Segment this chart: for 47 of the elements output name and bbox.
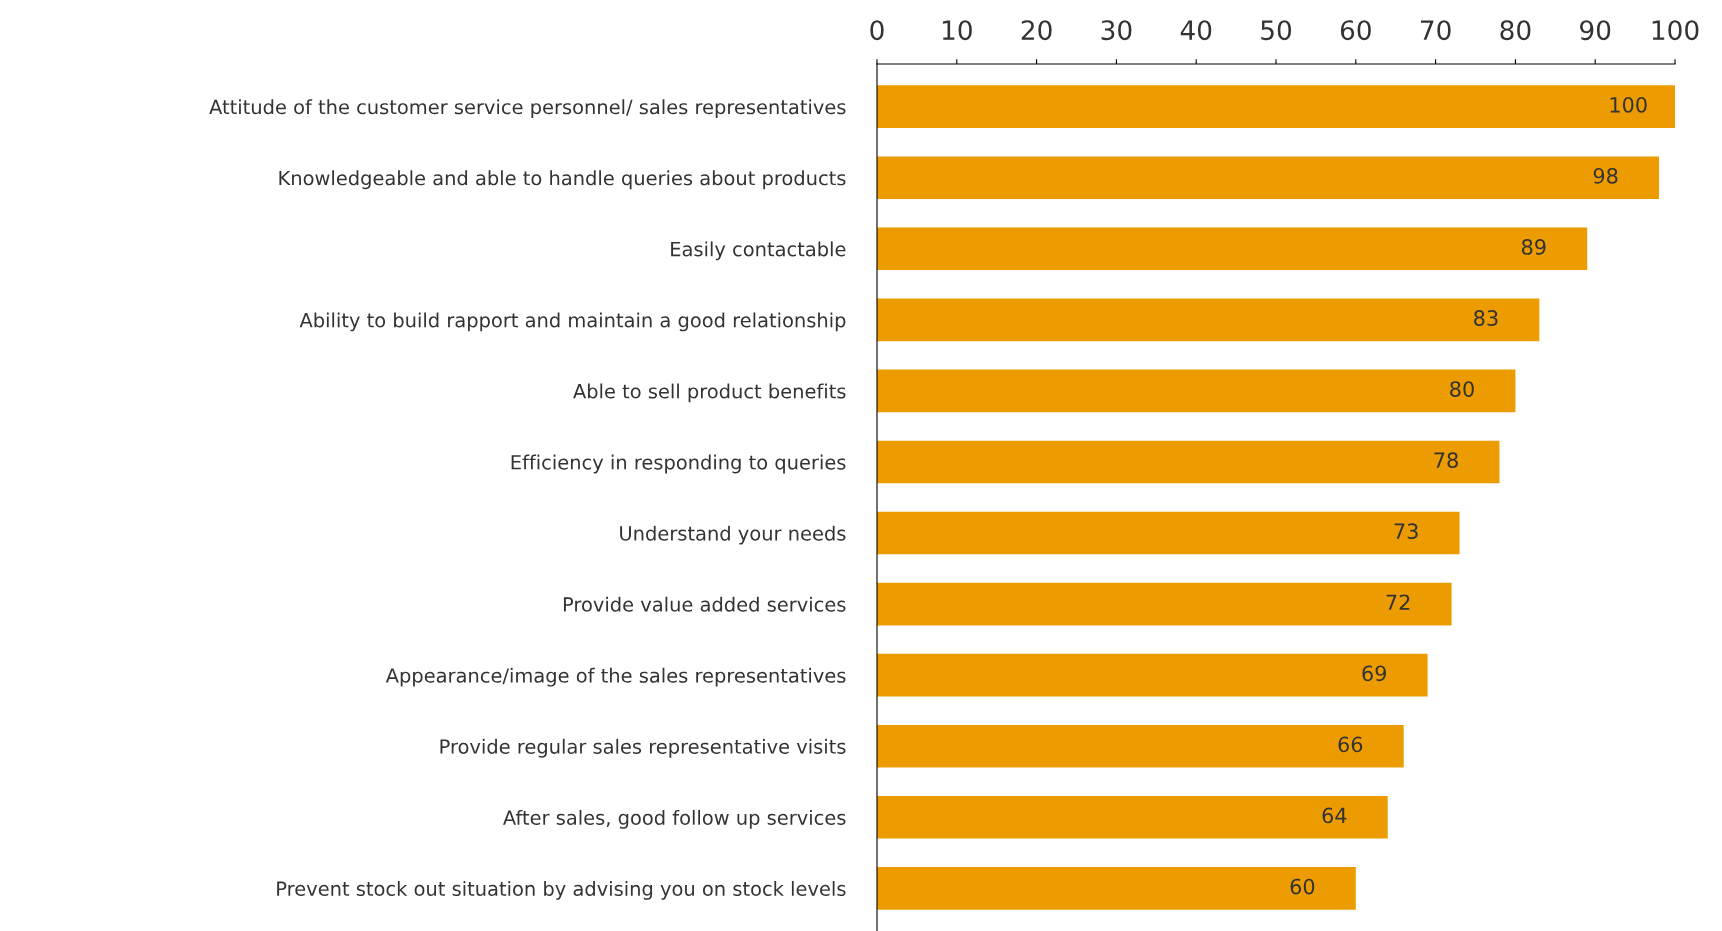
bar <box>877 653 1428 697</box>
data-label: 64 <box>1322 807 1347 824</box>
data-label: 78 <box>1434 452 1458 469</box>
bar <box>877 156 1660 200</box>
bar <box>877 724 1404 768</box>
y-tick-label: Provide value added services <box>563 596 846 612</box>
x-tick-label: 30 <box>1101 20 1132 41</box>
bar <box>877 511 1460 555</box>
y-tick-label: Able to sell product benefits <box>573 383 846 403</box>
y-tick-label: Easily contactable <box>671 241 846 261</box>
data-label: 72 <box>1386 594 1410 610</box>
y-tick-label: Appearance/image of the sales representatives <box>385 667 846 687</box>
y-tick-label: Ability to build rapport and maintain a good relationship <box>299 312 846 332</box>
bar <box>877 867 1356 910</box>
x-tick-label: 60 <box>1340 20 1371 41</box>
bar <box>877 582 1452 626</box>
data-label: 60 <box>1290 878 1315 895</box>
y-tick-label: Understand your needs <box>620 525 846 545</box>
y-tick-label: Efficiency in responding to queries <box>511 454 846 474</box>
bar <box>877 85 1675 128</box>
data-label: 69 <box>1362 665 1386 682</box>
bar <box>877 227 1588 271</box>
x-tick-label: 0 <box>870 20 884 41</box>
y-tick-label: Knowledgeable and able to handle queries about products <box>279 170 846 190</box>
x-tick-label: 80 <box>1500 20 1531 41</box>
y-tick-label: After sales, good follow up services <box>503 809 846 829</box>
x-tick-label: 20 <box>1021 20 1052 41</box>
y-tick-label: Attitude of the customer service personnel/ sales representatives <box>209 99 846 119</box>
bar <box>877 298 1540 342</box>
x-tick-label: 10 <box>942 20 972 41</box>
x-tick-label: 40 <box>1180 20 1212 41</box>
x-tick-label: 90 <box>1580 20 1611 41</box>
data-label: 73 <box>1394 523 1418 540</box>
data-label: 89 <box>1521 239 1546 255</box>
x-tick-label: 100 <box>1652 20 1699 41</box>
bar <box>877 369 1516 413</box>
bar <box>877 440 1500 484</box>
y-tick-label: Prevent stock out situation by advising you on stock levels <box>277 880 846 900</box>
data-label: 83 <box>1474 310 1498 326</box>
data-label: 80 <box>1450 381 1474 397</box>
data-label: 100 <box>1610 96 1647 113</box>
y-tick-label: Provide regular sales representative visits <box>440 738 846 758</box>
bar <box>877 795 1388 839</box>
data-label: 66 <box>1338 736 1363 753</box>
data-label: 98 <box>1593 167 1618 184</box>
x-tick-label: 70 <box>1420 20 1451 41</box>
x-tick-label: 50 <box>1261 20 1292 41</box>
